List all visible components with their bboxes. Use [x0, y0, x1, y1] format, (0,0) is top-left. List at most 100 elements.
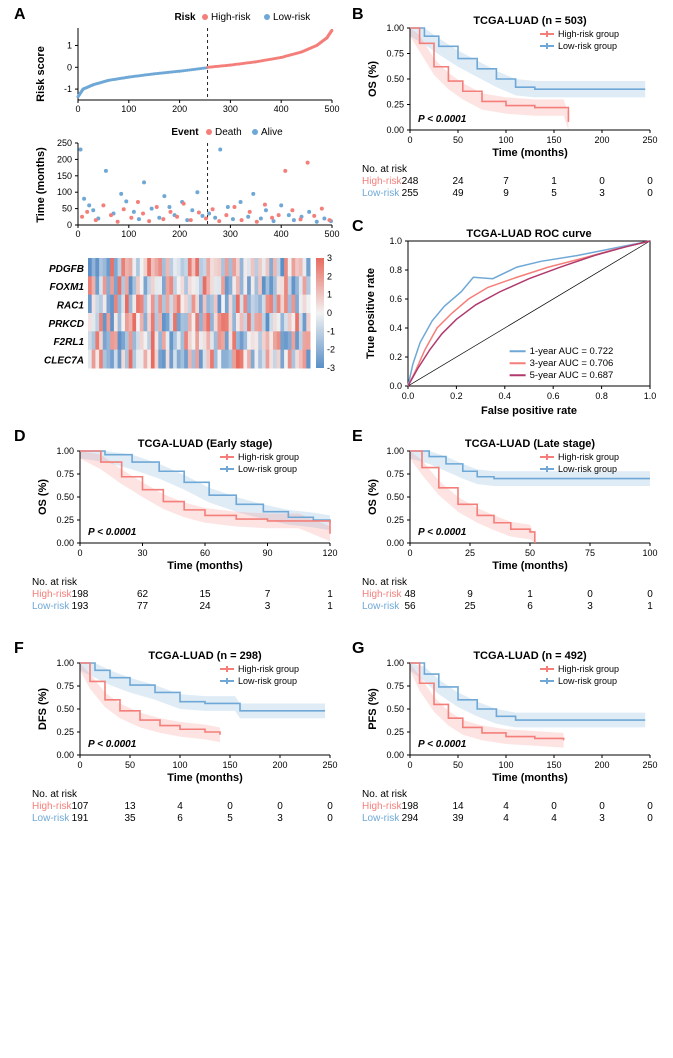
svg-text:62: 62	[137, 589, 149, 600]
svg-text:0.25: 0.25	[56, 727, 74, 737]
svg-text:-1: -1	[327, 326, 335, 336]
svg-text:P < 0.0001: P < 0.0001	[88, 527, 137, 538]
svg-text:0.8: 0.8	[595, 391, 608, 401]
svg-text:0: 0	[647, 801, 653, 812]
svg-text:0.25: 0.25	[386, 727, 404, 737]
svg-text:0: 0	[587, 589, 593, 600]
svg-text:250: 250	[322, 760, 337, 770]
svg-text:0: 0	[647, 589, 653, 600]
svg-text:0: 0	[227, 801, 233, 812]
svg-text:OS (%): OS (%)	[37, 479, 49, 515]
svg-text:0.2: 0.2	[389, 352, 402, 362]
svg-text:100: 100	[498, 135, 513, 145]
svg-text:191: 191	[72, 813, 89, 824]
svg-text:0: 0	[277, 801, 283, 812]
svg-text:0: 0	[599, 176, 605, 187]
svg-text:1.00: 1.00	[56, 446, 74, 456]
svg-text:PRKCD: PRKCD	[48, 319, 84, 330]
svg-text:OS (%): OS (%)	[367, 479, 379, 515]
svg-text:Low-risk: Low-risk	[32, 813, 70, 824]
svg-text:0: 0	[77, 548, 82, 558]
svg-text:RAC1: RAC1	[57, 300, 85, 311]
svg-text:100: 100	[121, 229, 136, 239]
km-svg: TCGA-LUAD (n = 503)0501001502002500.000.…	[360, 12, 660, 222]
svg-text:No. at risk: No. at risk	[362, 789, 408, 800]
svg-text:25: 25	[464, 601, 476, 612]
svg-text:0.50: 0.50	[56, 492, 74, 502]
svg-text:High-risk group: High-risk group	[558, 664, 619, 674]
svg-text:200: 200	[594, 135, 609, 145]
svg-text:49: 49	[452, 188, 464, 199]
svg-text:High-risk group: High-risk group	[558, 452, 619, 462]
svg-text:Low-risk group: Low-risk group	[558, 464, 617, 474]
svg-text:4: 4	[503, 801, 509, 812]
svg-text:True positive rate: True positive rate	[365, 268, 377, 359]
panel-c: TCGA-LUAD ROC curve0.00.20.40.60.81.00.0…	[360, 225, 660, 420]
svg-text:TCGA-LUAD (Early stage): TCGA-LUAD (Early stage)	[138, 438, 273, 450]
svg-text:Time (months): Time (months)	[492, 772, 568, 784]
svg-text:0.2: 0.2	[450, 391, 463, 401]
svg-text:Time (months): Time (months)	[492, 147, 568, 159]
svg-text:CLEC7A: CLEC7A	[44, 355, 84, 366]
svg-text:0.75: 0.75	[56, 469, 74, 479]
svg-text:1.00: 1.00	[386, 23, 404, 33]
svg-text:0.00: 0.00	[386, 750, 404, 760]
figure-root: A RiskHigh-riskLow-risk-1010100200300400…	[0, 0, 673, 1058]
svg-text:100: 100	[57, 187, 72, 197]
svg-text:250: 250	[57, 138, 72, 148]
svg-text:0.00: 0.00	[386, 125, 404, 135]
svg-text:500: 500	[324, 229, 339, 239]
svg-text:Death: Death	[215, 127, 242, 138]
svg-text:200: 200	[57, 154, 72, 164]
svg-text:0: 0	[75, 104, 80, 114]
svg-text:Low-risk group: Low-risk group	[558, 41, 617, 51]
svg-text:Time (months): Time (months)	[492, 560, 568, 572]
svg-text:Low-risk: Low-risk	[362, 813, 400, 824]
svg-text:Low-risk: Low-risk	[32, 601, 70, 612]
svg-text:-3: -3	[327, 363, 335, 373]
svg-text:100: 100	[172, 760, 187, 770]
svg-text:100: 100	[498, 760, 513, 770]
svg-text:6: 6	[177, 813, 183, 824]
svg-text:F2RL1: F2RL1	[53, 337, 84, 348]
km-svg: TCGA-LUAD (Late stage)02550751000.000.25…	[360, 435, 660, 635]
svg-text:Low-risk group: Low-risk group	[238, 676, 297, 686]
svg-text:0.00: 0.00	[56, 538, 74, 548]
svg-text:0.25: 0.25	[56, 515, 74, 525]
svg-text:Time (months): Time (months)	[167, 772, 243, 784]
svg-text:-2: -2	[327, 345, 335, 355]
svg-text:1: 1	[527, 589, 533, 600]
svg-text:3: 3	[587, 601, 593, 612]
svg-text:1: 1	[327, 601, 333, 612]
svg-text:No. at risk: No. at risk	[32, 577, 78, 588]
svg-text:1: 1	[67, 40, 72, 50]
svg-text:0.6: 0.6	[389, 294, 402, 304]
svg-text:PFS (%): PFS (%)	[367, 688, 379, 730]
svg-text:0: 0	[599, 801, 605, 812]
svg-text:48: 48	[404, 589, 416, 600]
svg-text:0: 0	[327, 813, 333, 824]
svg-text:0: 0	[647, 188, 653, 199]
svg-text:294: 294	[402, 813, 419, 824]
svg-text:PDGFB: PDGFB	[49, 264, 84, 275]
panel-f: TCGA-LUAD (n = 298)0501001502002500.000.…	[30, 647, 340, 847]
svg-text:High-risk: High-risk	[32, 589, 72, 600]
svg-text:Risk: Risk	[174, 12, 196, 23]
svg-text:0.6: 0.6	[547, 391, 560, 401]
svg-text:75: 75	[585, 548, 595, 558]
svg-text:High-risk: High-risk	[362, 801, 402, 812]
svg-text:0.00: 0.00	[386, 538, 404, 548]
svg-text:5: 5	[227, 813, 233, 824]
svg-text:14: 14	[452, 801, 464, 812]
svg-text:TCGA-LUAD (n = 503): TCGA-LUAD (n = 503)	[473, 15, 587, 27]
svg-text:DFS (%): DFS (%)	[37, 688, 49, 731]
svg-text:0: 0	[407, 135, 412, 145]
svg-text:Low-risk: Low-risk	[362, 601, 400, 612]
svg-text:0.75: 0.75	[386, 469, 404, 479]
svg-text:OS (%): OS (%)	[367, 61, 379, 97]
svg-text:High-risk: High-risk	[32, 801, 72, 812]
panel-d: TCGA-LUAD (Early stage)03060901200.000.2…	[30, 435, 340, 635]
svg-text:50: 50	[453, 760, 463, 770]
svg-text:P < 0.0001: P < 0.0001	[418, 114, 467, 125]
svg-text:No. at risk: No. at risk	[362, 577, 408, 588]
